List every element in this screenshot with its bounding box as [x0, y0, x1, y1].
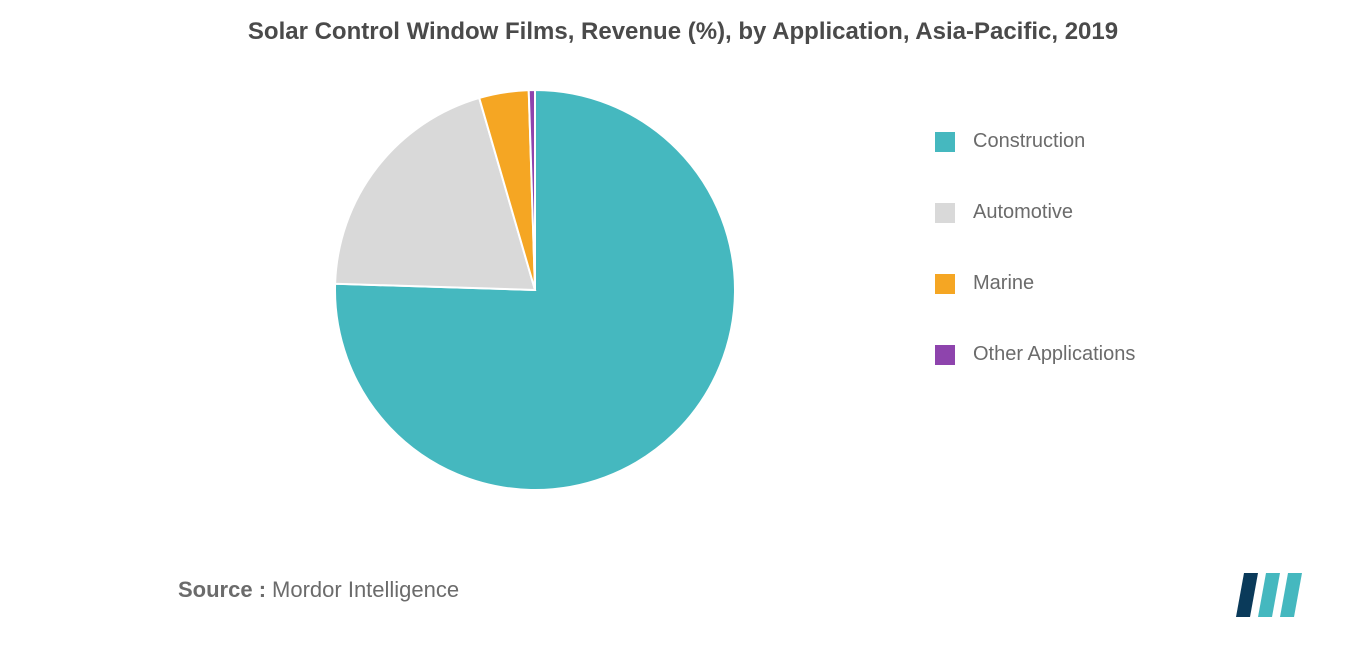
legend-label: Marine: [973, 272, 1034, 295]
legend-label: Automotive: [973, 201, 1073, 224]
source-line: Source : Mordor Intelligence: [178, 577, 459, 603]
source-label: Source :: [178, 577, 266, 603]
legend-swatch-icon: [935, 345, 955, 365]
legend-swatch-icon: [935, 203, 955, 223]
legend: Construction Automotive Marine Other Applic…: [935, 130, 1235, 366]
chart-title: Solar Control Window Films, Revenue (%),…: [0, 18, 1366, 46]
logo-bar: [1236, 573, 1258, 617]
legend-item: Other Applications: [935, 343, 1235, 366]
logo-bar: [1258, 573, 1280, 617]
legend-item: Construction: [935, 130, 1235, 153]
brand-logo-icon: [1236, 573, 1306, 617]
legend-swatch-icon: [935, 132, 955, 152]
pie-svg: [325, 80, 745, 500]
source-text: Mordor Intelligence: [272, 577, 459, 603]
legend-item: Marine: [935, 272, 1235, 295]
legend-label: Other Applications: [973, 343, 1135, 366]
legend-item: Automotive: [935, 201, 1235, 224]
legend-swatch-icon: [935, 274, 955, 294]
logo-bar: [1280, 573, 1302, 617]
pie-chart: [325, 80, 745, 500]
legend-label: Construction: [973, 130, 1085, 153]
